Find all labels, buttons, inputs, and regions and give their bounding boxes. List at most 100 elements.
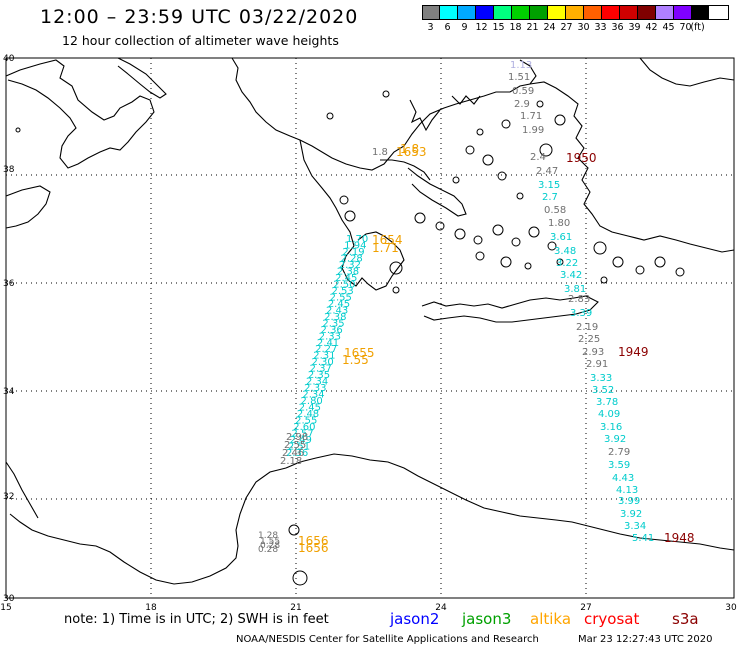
altika-swh-value: 1.55: [342, 353, 369, 367]
swh-value-jason3: 3.34: [624, 521, 646, 532]
swh-value-gray: 0.58: [544, 205, 566, 216]
coastlines: [5, 57, 735, 585]
swh-value-jason3: 2.30: [311, 357, 333, 368]
swh-value-gray: 2.4: [530, 152, 546, 163]
swh-value-jason3: 2.60: [293, 422, 315, 433]
legend-swatch: [691, 5, 709, 20]
swh-value-jason3: 2.45: [299, 403, 321, 414]
swh-value-jason3: 4.43: [612, 473, 634, 484]
swh-value-jason3: 3.42: [560, 270, 582, 281]
swh-value-jason3: 2.33: [319, 331, 341, 342]
swh-value-jason3: 3.99: [618, 496, 640, 507]
legend-swatch: [529, 5, 547, 20]
swh-value-jason3: 5.41: [632, 533, 654, 544]
legend-label: 6: [444, 22, 451, 33]
legend-label: 39: [628, 22, 641, 33]
color-legend: [422, 5, 709, 20]
timestamp-text: Mar 23 12:27:43 UTC 2020: [578, 634, 713, 645]
swh-value-jason3: 2.55: [330, 292, 352, 303]
swh-value-jason3: 2.32: [339, 260, 361, 271]
legend-swatch: [422, 5, 439, 20]
swh-value-jason3: 3.59: [608, 460, 630, 471]
swh-value-gray: 2.25: [578, 334, 600, 345]
legend-label: 33: [594, 22, 607, 33]
swh-value-jason3: 2.49: [290, 435, 312, 446]
swh-value-jason3: 2.34: [306, 377, 328, 388]
swh-value-gray: 1.80: [548, 218, 570, 229]
track-labels: 1.701.942.192.282.322.382.452.502.532.55…: [258, 60, 695, 555]
swh-value-gray: 1.8: [372, 147, 388, 158]
legend-swatch: [637, 5, 655, 20]
map-subtitle: 12 hour collection of altimeter wave hei…: [62, 33, 339, 48]
y-tick-label: 32: [3, 492, 14, 502]
swh-value-gray: 2.98: [286, 432, 308, 443]
swh-value-jason3: 3.52: [592, 385, 614, 396]
x-tick-label: 30: [725, 603, 737, 613]
swh-value-jason3: 2.27: [315, 344, 337, 355]
islands: [15, 90, 685, 586]
swh-value-jason3: 1.94: [344, 240, 366, 251]
y-tick-label: 36: [3, 279, 15, 289]
swh-value-gray: 2.55: [284, 440, 306, 451]
swh-value-jason3: 2.45: [335, 273, 357, 284]
swh-value-jason3: 2.51: [288, 442, 310, 453]
legend-swatch: [457, 5, 475, 20]
altika-pass-label: 1656: [298, 534, 329, 548]
legend-label: 18: [509, 22, 522, 33]
swh-value-jason3: 2.36: [321, 325, 343, 336]
legend-label: 24: [543, 22, 556, 33]
swh-value-jason3: 2.53: [331, 286, 353, 297]
swh-value-gray: 1.51: [508, 72, 530, 83]
swh-value-jason3: 2.43: [326, 305, 348, 316]
swh-value-gray: 0.28: [258, 545, 278, 555]
swh-value-jason3: 3.39: [570, 308, 592, 319]
legend-label: (ft): [690, 22, 705, 33]
swh-value-jason3: 3.92: [620, 509, 642, 520]
altika-swh-value: 1.71: [372, 241, 399, 255]
swh-value-jason3: 2.38: [324, 312, 346, 323]
legend-swatch: [475, 5, 493, 20]
swh-value-jason3: 2.48: [297, 409, 319, 420]
legend-swatch: [565, 5, 583, 20]
altika-pass-label: 1653: [396, 145, 427, 159]
legend-label: 9: [461, 22, 468, 33]
map-title: 12:00 – 23:59 UTC 03/22/2020: [40, 6, 359, 28]
swh-value-jason3: 2.38: [337, 266, 359, 277]
swh-value-jason3: 3.22: [556, 258, 578, 269]
legend-label: 12: [475, 22, 488, 33]
satellite-legend-jason2: jason2: [390, 610, 440, 628]
swh-value-gray: 0.28: [260, 541, 280, 551]
swh-value-gray: 1.55: [260, 537, 280, 547]
cryosat-pass-label: 1949: [618, 345, 649, 359]
altika-pass-label: 1656: [298, 541, 329, 555]
x-tick-label: 21: [290, 603, 301, 613]
y-tick-label: 38: [3, 165, 15, 175]
x-tick-label: 18: [145, 603, 157, 613]
legend-swatch: [673, 5, 691, 20]
axis-labels: 15 18 21 24 27 30 40 38 36 34 32 30: [0, 54, 737, 613]
legend-swatch: [493, 5, 511, 20]
legend-label: 70: [679, 22, 692, 33]
swh-value-jason3: 2.35: [308, 370, 330, 381]
credit-text: NOAA/NESDIS Center for Satellite Applica…: [236, 634, 539, 645]
swh-value-gray: 2.19: [576, 322, 598, 333]
altika-pass-label: 1654: [372, 233, 403, 247]
swh-value-jason3: 2.41: [317, 338, 339, 349]
footer-note: note: 1) Time is in UTC; 2) SWH is in fe…: [64, 612, 329, 627]
y-tick-label: 30: [3, 594, 15, 604]
swh-value-jason3: 2.35: [322, 318, 344, 329]
legend-label: 42: [645, 22, 658, 33]
swh-value-gray: 2.9: [514, 99, 530, 110]
lat-lon-grid: [6, 58, 734, 598]
swh-value-gray: 2.46: [282, 448, 304, 459]
swh-value-gray: 1.13: [510, 60, 532, 71]
legend-swatch: [583, 5, 601, 20]
swh-value-jason3: 3.78: [596, 397, 618, 408]
cryosat-pass-label: 1950: [566, 151, 597, 165]
swh-value-gray: 2.91: [586, 359, 608, 370]
satellite-legend-jason3: jason3: [462, 610, 512, 628]
x-tick-label: 15: [0, 603, 11, 613]
swh-value-jason3: 2.34: [302, 390, 324, 401]
swh-value-gray: 1.71: [520, 111, 542, 122]
